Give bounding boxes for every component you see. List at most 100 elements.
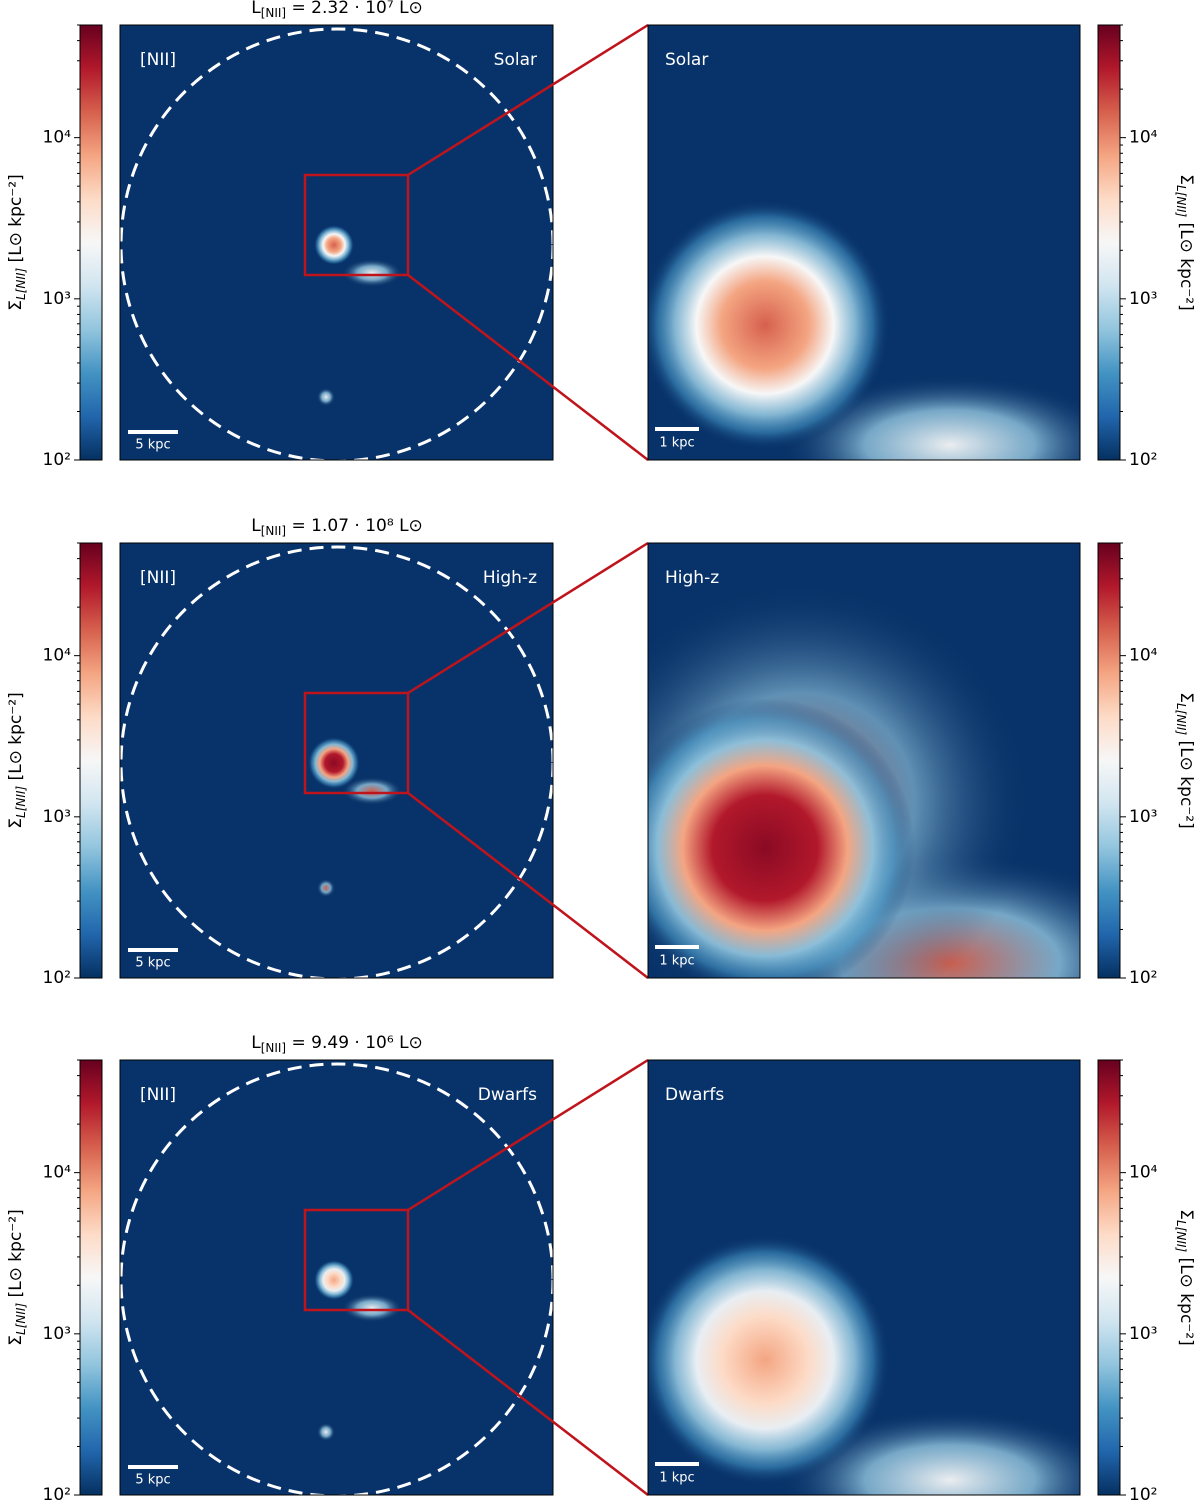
map-frame <box>647 542 1081 979</box>
label-rest: [L⊙ kpc⁻²] <box>1176 735 1196 829</box>
title-symbol: L <box>251 0 261 18</box>
colorbar-label: ΣL[NII] [L⊙ kpc⁻²] <box>6 692 28 828</box>
title-subscript: [NII] <box>261 524 286 538</box>
emission-core <box>648 200 890 450</box>
colorbar <box>1097 1059 1121 1496</box>
model-label: Solar <box>665 50 708 70</box>
colorbar <box>1097 542 1121 979</box>
title-subscript: [NII] <box>261 1041 286 1055</box>
label-subscript: L[NII] <box>1175 1220 1189 1252</box>
line-label: [NII] <box>140 50 176 70</box>
tick-label: 10⁴ <box>1129 128 1158 148</box>
zoom-connector <box>407 1058 649 1212</box>
model-label: High-z <box>483 568 537 588</box>
colorbar-label: ΣL[NII] [L⊙ kpc⁻²] <box>1175 692 1197 828</box>
tick-label: 10² <box>43 450 71 470</box>
model-label: Dwarfs <box>478 1085 537 1105</box>
emission-satellite <box>317 879 335 897</box>
emission-core <box>308 737 360 789</box>
label-symbol: Σ <box>6 300 26 311</box>
panel-title: L[NII] = 1.07 · 10⁸ L⊙ <box>251 516 423 538</box>
emission-tail <box>342 259 402 287</box>
wide-map <box>120 27 553 460</box>
zoom-connector <box>407 274 649 461</box>
tick-label: 10² <box>43 1485 71 1505</box>
line-label: [NII] <box>140 1085 176 1105</box>
emission-satellite <box>317 1423 335 1441</box>
tick-label: 10³ <box>1129 1324 1157 1344</box>
tick-label: 10⁴ <box>1129 1163 1158 1183</box>
tick-label: 10³ <box>43 807 71 827</box>
zoom-map <box>648 200 1080 460</box>
label-symbol: Σ <box>1176 692 1196 703</box>
label-rest: [L⊙ kpc⁻²] <box>6 1209 26 1303</box>
label-subscript: L[NII] <box>14 268 28 300</box>
tick-label: 10² <box>1129 450 1157 470</box>
colorbar-label: ΣL[NII] [L⊙ kpc⁻²] <box>6 174 28 310</box>
model-label: High-z <box>665 568 719 588</box>
label-subscript: L[NII] <box>1175 185 1189 217</box>
label-rest: [L⊙ kpc⁻²] <box>6 692 26 786</box>
colorbar <box>79 542 103 979</box>
emission-core <box>314 1260 354 1300</box>
model-label: Dwarfs <box>665 1085 724 1105</box>
label-rest: [L⊙ kpc⁻²] <box>6 174 26 268</box>
label-subscript: L[NII] <box>1175 703 1189 735</box>
emission-core <box>314 225 354 265</box>
line-label: [NII] <box>140 568 176 588</box>
emission-core <box>648 1235 890 1485</box>
colorbar-label: ΣL[NII] [L⊙ kpc⁻²] <box>1175 174 1197 310</box>
emission-tail <box>342 1294 402 1322</box>
label-subscript: L[NII] <box>14 1303 28 1335</box>
tick-label: 10⁴ <box>43 128 72 148</box>
title-symbol: L <box>251 516 261 536</box>
colorbar-label: ΣL[NII] [L⊙ kpc⁻²] <box>1175 1209 1197 1345</box>
label-symbol: Σ <box>6 818 26 829</box>
panel-title: L[NII] = 9.49 · 10⁶ L⊙ <box>251 1033 423 1055</box>
tick-label: 10³ <box>43 289 71 309</box>
title-rest: = 9.49 · 10⁶ L⊙ <box>286 1033 423 1053</box>
label-symbol: Σ <box>6 1335 26 1346</box>
wide-map <box>120 545 553 978</box>
aperture <box>120 27 553 460</box>
tick-label: 10⁴ <box>43 1163 72 1183</box>
map-frame <box>119 1059 554 1496</box>
tick-label: 10⁴ <box>1129 646 1158 666</box>
title-rest: = 2.32 · 10⁷ L⊙ <box>286 0 423 18</box>
wide-map <box>120 1062 553 1495</box>
emission-tail <box>342 777 402 805</box>
map-frame <box>647 24 1081 461</box>
scale-label: 1 kpc <box>659 436 694 451</box>
zoom-connector <box>407 792 649 979</box>
zoom-box <box>303 691 410 795</box>
map-frame <box>119 542 554 979</box>
scale-label: 5 kpc <box>135 438 170 453</box>
scale-label: 1 kpc <box>659 1471 694 1486</box>
emission-core <box>648 698 915 978</box>
colorbar <box>1097 24 1121 461</box>
zoom-connector <box>407 541 649 695</box>
zoom-connector <box>407 1309 649 1496</box>
map-frame <box>647 1059 1081 1496</box>
label-symbol: Σ <box>1176 174 1196 185</box>
zoom-connector <box>407 23 649 177</box>
aperture <box>120 1062 553 1495</box>
zoom-map <box>648 1235 1080 1495</box>
scale-label: 1 kpc <box>659 954 694 969</box>
scale-label: 5 kpc <box>135 956 170 971</box>
tick-label: 10³ <box>1129 807 1157 827</box>
colorbar <box>79 24 103 461</box>
zoom-map <box>648 583 1080 978</box>
model-label: Solar <box>494 50 537 70</box>
panel-title: L[NII] = 2.32 · 10⁷ L⊙ <box>251 0 423 20</box>
scale-label: 5 kpc <box>135 1473 170 1488</box>
label-rest: [L⊙ kpc⁻²] <box>1176 1252 1196 1346</box>
tick-label: 10³ <box>1129 289 1157 309</box>
emission-satellite <box>317 388 335 406</box>
zoom-box <box>303 1208 410 1312</box>
tick-label: 10² <box>43 968 71 988</box>
label-symbol: Σ <box>1176 1209 1196 1220</box>
